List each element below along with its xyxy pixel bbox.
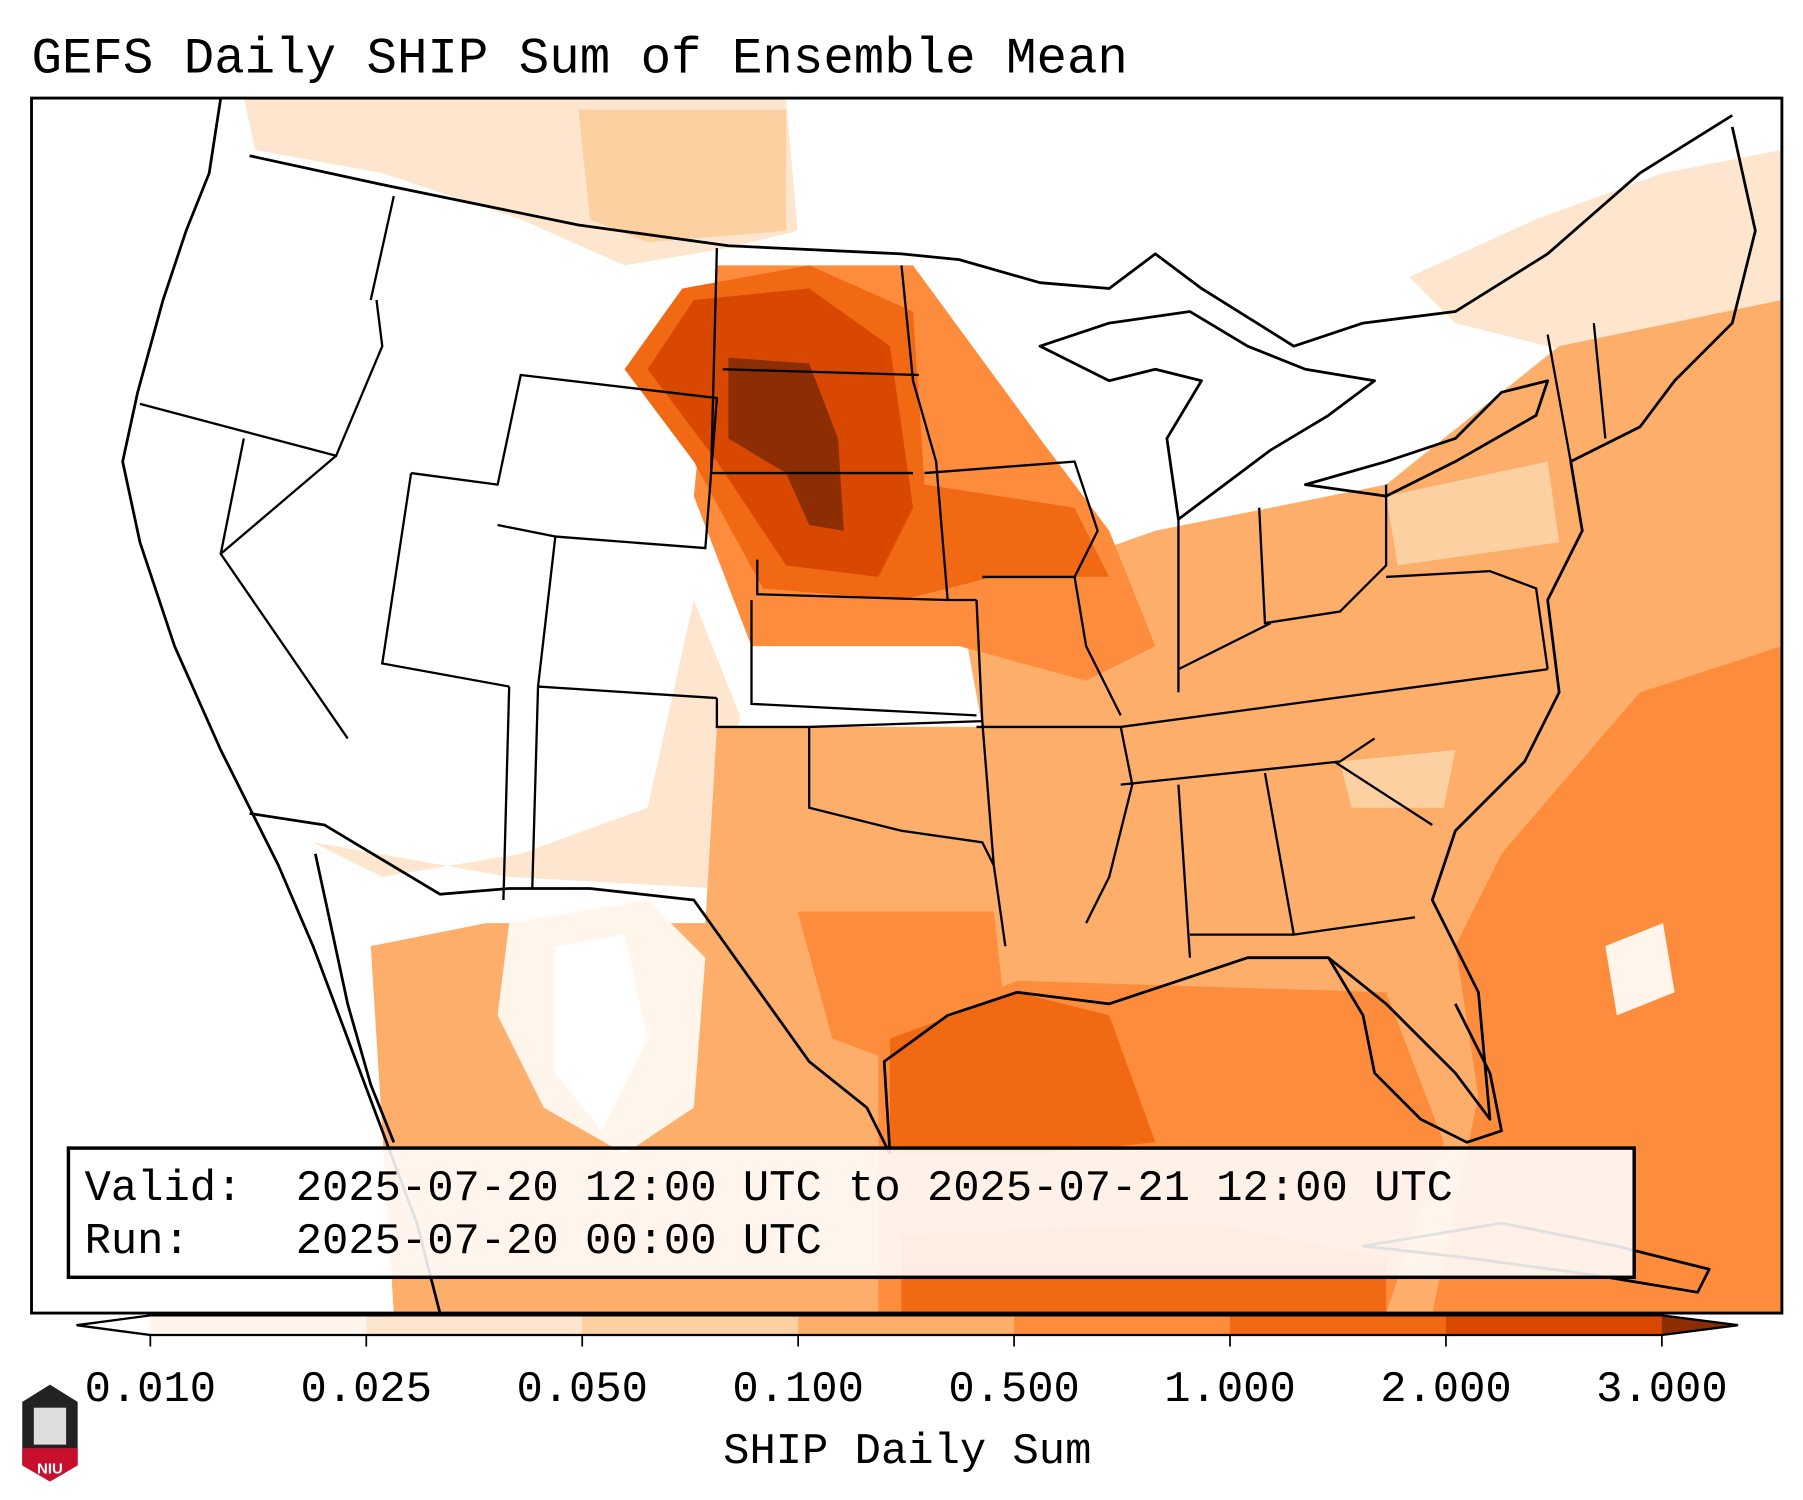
colorbar-tick-label: 0.500 (948, 1366, 1080, 1415)
field-pa-light (1386, 461, 1560, 566)
state-lines (139, 195, 1607, 958)
gulf-coast (882, 126, 1757, 1154)
us-mexico-border (249, 812, 892, 1155)
lake-erie-ontario (1303, 379, 1550, 498)
colorbar-under-arrow (76, 1315, 151, 1335)
colorbar-bin (582, 1315, 799, 1335)
field-gulf-dark (889, 992, 1156, 1154)
colorbar-bin (1445, 1315, 1663, 1335)
colorbar-bin (1014, 1315, 1231, 1335)
colorbar-tick-label: 0.100 (732, 1366, 864, 1415)
baja (313, 853, 396, 1143)
great-lakes (1038, 310, 1376, 521)
colorbar-tick-label: 0.050 (516, 1366, 648, 1415)
field-mexico-white2 (555, 934, 648, 1131)
field-plains-max (728, 357, 844, 531)
colorbar-label: SHIP Daily Sum (723, 1428, 1091, 1477)
colorbar-bin (1230, 1315, 1447, 1335)
field-carolina-light (1339, 750, 1456, 808)
field-light-west (578, 109, 787, 243)
building-icon (33, 1407, 67, 1445)
field-atlantic-pale (1605, 923, 1675, 1016)
run-label: Run: (85, 1218, 190, 1267)
colorbar-tick-label: 0.025 (301, 1366, 433, 1415)
colorbar-bin (798, 1315, 1015, 1335)
field-pale-canada-east (1409, 150, 1782, 370)
colorbar: 0.010 0.025 0.050 0.100 0.500 1.000 2.000 3.000 (76, 1314, 1739, 1415)
valid-label: Valid: (85, 1165, 243, 1214)
florida (1327, 956, 1503, 1144)
valid-value: 2025-07-20 12:00 UTC to 2025-07-21 12:00… (296, 1165, 1453, 1214)
niu-logo: NIU (22, 1384, 78, 1482)
coastline-west (121, 98, 442, 1314)
colorbar-tick-label: 3.000 (1596, 1366, 1728, 1415)
colorbar-bin (150, 1315, 367, 1335)
colorbar-tick-label: 1.000 (1164, 1366, 1296, 1415)
colorbar-tick-label: 2.000 (1380, 1366, 1512, 1415)
field-mexico-pale (313, 600, 740, 889)
colorbar-over-arrow (1661, 1315, 1739, 1335)
logo-text: NIU (37, 1460, 63, 1477)
colorbar-bin (366, 1315, 583, 1335)
figure-title: GEFS Daily SHIP Sum of Ensemble Mean (32, 32, 1128, 89)
us-canada-border (249, 114, 1734, 348)
run-value: 2025-07-20 00:00 UTC (296, 1218, 822, 1267)
map-panel: Valid: 2025-07-20 12:00 UTC to 2025-07-2… (31, 98, 1782, 1314)
colorbar-tick-label: 0.010 (85, 1366, 217, 1415)
map-frame (30, 96, 1784, 1315)
info-box: Valid: 2025-07-20 12:00 UTC to 2025-07-2… (66, 1146, 1636, 1280)
